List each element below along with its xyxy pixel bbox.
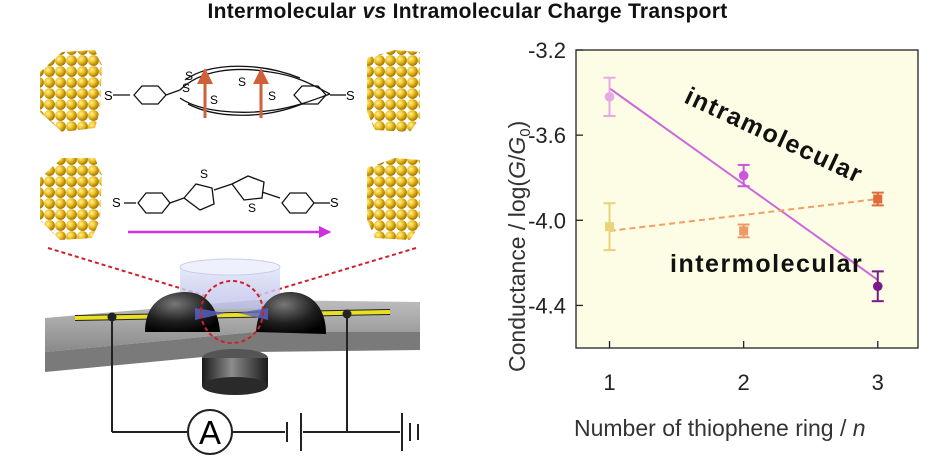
- data-point-intramolecular: [872, 281, 883, 292]
- x-tick-label: 1: [603, 370, 615, 395]
- spin-arrow-icon: [197, 68, 213, 118]
- top-right-gold-electrode: [367, 50, 420, 132]
- epoxy-dome-left: [145, 292, 220, 332]
- sulfur-label: S: [182, 81, 190, 95]
- sulfur-label: S: [248, 201, 256, 215]
- junction-schematic: S S S S S S S S S S S: [40, 50, 420, 455]
- break-junction-right: [238, 308, 268, 320]
- sulfur-label: S: [330, 195, 339, 210]
- data-point-intermolecular: [873, 194, 883, 204]
- sulfur-label: S: [268, 89, 276, 103]
- sulfur-label: S: [238, 75, 246, 89]
- sulfur-label: S: [210, 93, 218, 107]
- sulfur-label: S: [185, 69, 193, 83]
- gold-wire: [74, 310, 391, 320]
- data-point-intermolecular: [739, 226, 749, 236]
- sulfur-label: S: [104, 88, 113, 103]
- title-vs: vs: [362, 0, 387, 23]
- x-axis-label: Number of thiophene ring / n: [574, 415, 866, 441]
- push-rod-bottom: [202, 377, 268, 395]
- sulfur-label: S: [112, 195, 121, 210]
- series-label-intermolecular: intermolecular: [670, 250, 863, 278]
- plot-area: [575, 49, 919, 349]
- x-tick-label: 3: [872, 370, 884, 395]
- ammeter-label: A: [199, 414, 221, 451]
- measurement-circuit: [111, 314, 411, 451]
- title-part-2: Intramolecular Charge Transport: [386, 0, 728, 23]
- contact-node: [107, 312, 117, 322]
- y-tick-label: -4.0: [528, 208, 566, 233]
- y-tick-label: -3.6: [528, 123, 566, 148]
- y-axis-label: Conductance / log(G/G0): [504, 121, 534, 372]
- data-point-intermolecular: [605, 222, 615, 232]
- break-junction-left: [195, 308, 226, 320]
- data-point-intramolecular: [738, 170, 749, 181]
- ammeter-icon: A: [187, 409, 233, 455]
- y-tick-label: -4.4: [528, 293, 566, 318]
- title-part-1: Intermolecular: [207, 0, 363, 23]
- terthiophene-molecule: [124, 175, 330, 214]
- junction-highlight-circle: [200, 280, 264, 344]
- bottom-left-gold-electrode: [40, 158, 102, 240]
- epoxy-dome-right: [256, 292, 326, 334]
- page-title: Intermolecular vs Intramolecular Charge …: [0, 0, 935, 24]
- sulfur-label: S: [200, 167, 208, 181]
- fit-line-intermolecular: [609, 198, 878, 232]
- stacked-dimer-molecule: [113, 65, 346, 116]
- data-point-intramolecular: [604, 92, 615, 102]
- sulfur-label: S: [346, 88, 355, 103]
- contact-node: [342, 309, 352, 319]
- y-tick-label: -3.2: [528, 38, 566, 63]
- top-left-gold-electrode: [40, 50, 102, 132]
- glass-cylinder-top: [179, 258, 281, 276]
- spin-arrow-icon: [253, 68, 269, 118]
- bottom-right-gold-electrode: [367, 158, 420, 240]
- x-tick-label: 2: [738, 370, 750, 395]
